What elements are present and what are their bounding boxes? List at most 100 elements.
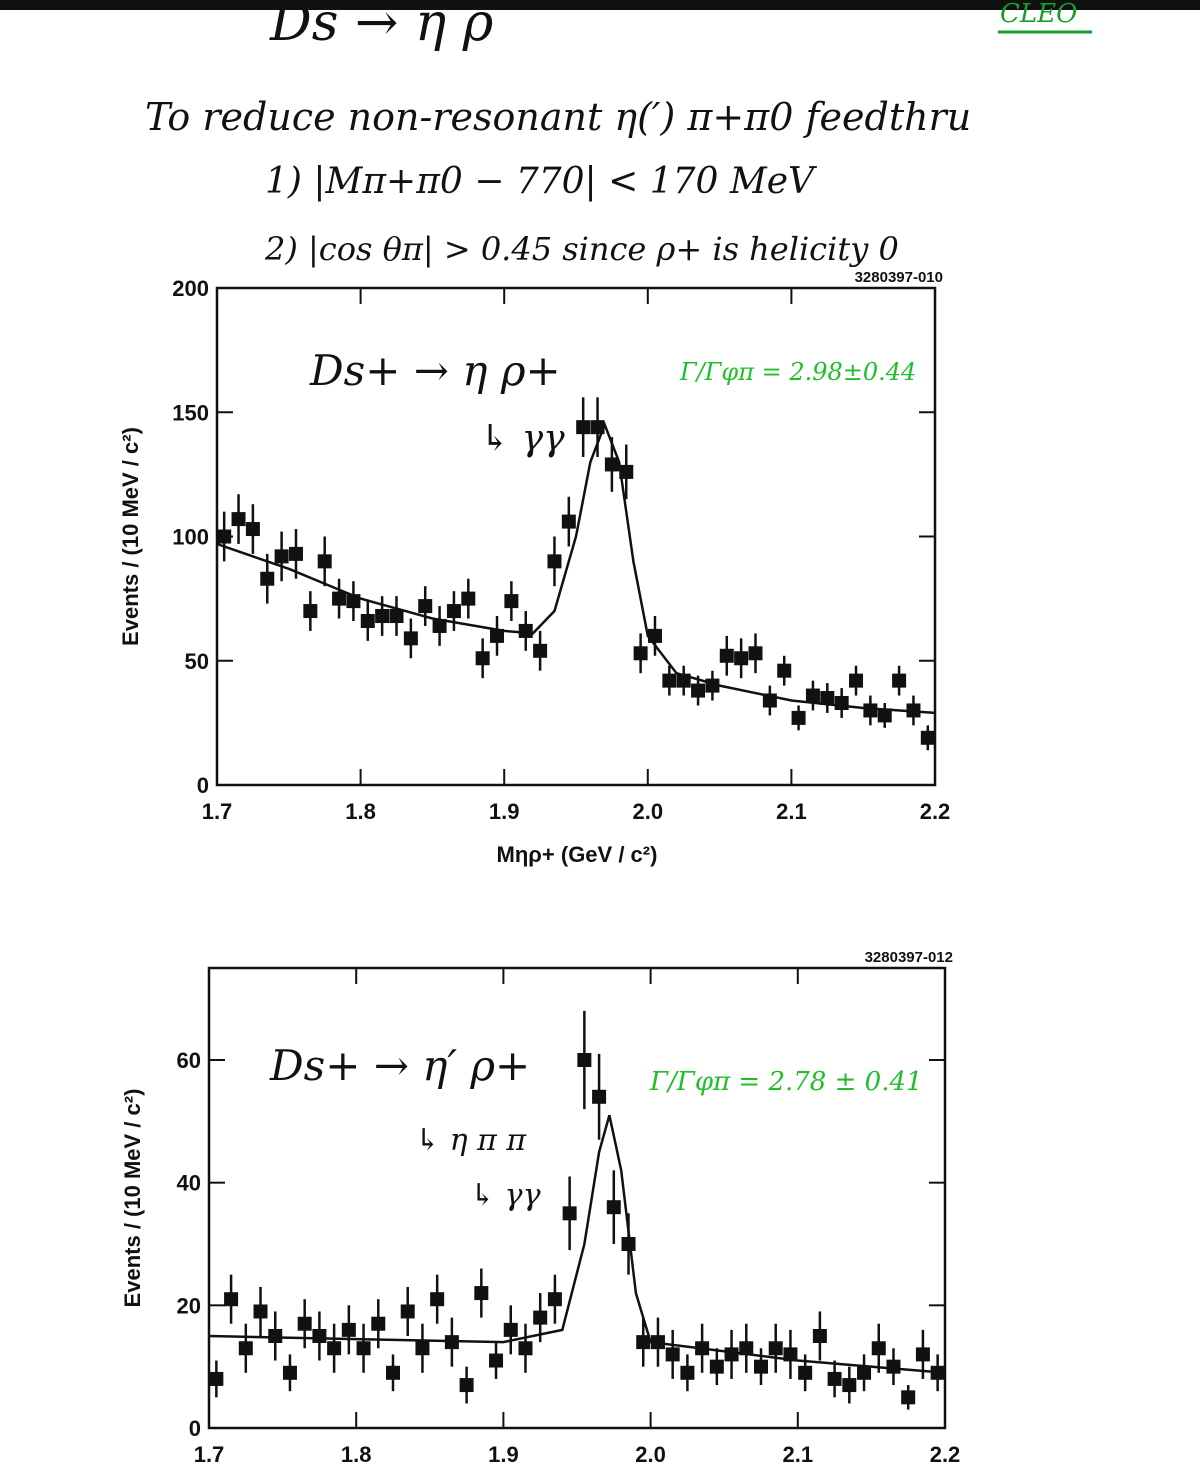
data-point bbox=[791, 710, 806, 725]
data-point bbox=[444, 1335, 459, 1350]
data-point bbox=[857, 1365, 872, 1380]
data-point bbox=[562, 1206, 577, 1221]
data-point bbox=[739, 1341, 754, 1356]
data-point bbox=[282, 1365, 297, 1380]
data-point bbox=[734, 651, 749, 666]
y-tick-label: 0 bbox=[189, 1416, 201, 1441]
data-point bbox=[834, 695, 849, 710]
data-point bbox=[260, 571, 275, 586]
x-tick-label: 1.9 bbox=[489, 799, 520, 824]
y-axis-label: Events / (10 MeV / c²) bbox=[118, 427, 143, 646]
header-line: To reduce non-resonant η(′) π+π0 feedthr… bbox=[145, 95, 971, 139]
header-line: 1) |Mπ+π0 − 770| < 170 MeV bbox=[265, 161, 818, 202]
annotation: Γ/Γφπ = 2.98±0.44 bbox=[679, 358, 916, 386]
data-point bbox=[253, 1304, 268, 1319]
data-point bbox=[389, 609, 404, 624]
x-tick-label: 2.0 bbox=[635, 1442, 666, 1467]
x-tick-label: 2.1 bbox=[783, 1442, 814, 1467]
chart-code: 3280397-010 bbox=[855, 269, 943, 286]
data-point bbox=[680, 1365, 695, 1380]
data-point bbox=[459, 1378, 474, 1393]
data-point bbox=[892, 673, 907, 688]
logo: CLEO bbox=[1000, 0, 1077, 29]
chart-code: 3280397-012 bbox=[865, 949, 953, 966]
data-point bbox=[490, 628, 505, 643]
data-point bbox=[461, 591, 476, 606]
data-point bbox=[915, 1347, 930, 1362]
data-point bbox=[719, 648, 734, 663]
y-tick-label: 40 bbox=[177, 1171, 201, 1196]
data-point bbox=[783, 1347, 798, 1362]
x-tick-label: 2.2 bbox=[930, 1442, 961, 1467]
data-point bbox=[842, 1378, 857, 1393]
data-point bbox=[705, 678, 720, 693]
annotation: ↳ γγ bbox=[470, 1178, 541, 1213]
data-point bbox=[650, 1335, 665, 1350]
y-tick-label: 150 bbox=[172, 400, 209, 425]
data-point bbox=[317, 554, 332, 569]
y-tick-label: 20 bbox=[177, 1293, 201, 1318]
data-point bbox=[906, 703, 921, 718]
y-tick-label: 200 bbox=[172, 276, 209, 301]
header-title: Ds → η ρ bbox=[269, 0, 494, 53]
data-point bbox=[748, 646, 763, 661]
data-point bbox=[592, 1089, 607, 1104]
data-point bbox=[590, 420, 605, 435]
data-point bbox=[446, 604, 461, 619]
data-point bbox=[777, 663, 792, 678]
data-point bbox=[930, 1365, 945, 1380]
data-point bbox=[849, 673, 864, 688]
data-point bbox=[245, 522, 260, 537]
data-point bbox=[920, 730, 935, 745]
data-point bbox=[886, 1359, 901, 1374]
data-point bbox=[691, 683, 706, 698]
data-point bbox=[332, 591, 347, 606]
data-point bbox=[518, 1341, 533, 1356]
annotation: Ds+ → η′ ρ+ bbox=[269, 1041, 530, 1090]
data-point bbox=[238, 1341, 253, 1356]
data-point bbox=[533, 1310, 548, 1325]
data-point bbox=[312, 1329, 327, 1343]
data-point bbox=[346, 594, 361, 609]
data-point bbox=[356, 1341, 371, 1356]
data-point bbox=[762, 693, 777, 708]
data-point bbox=[503, 1322, 518, 1337]
fit-curve bbox=[208, 1114, 946, 1375]
data-point bbox=[371, 1316, 386, 1331]
data-point bbox=[621, 1237, 636, 1251]
data-point bbox=[798, 1365, 813, 1380]
data-point bbox=[327, 1341, 342, 1356]
data-point bbox=[341, 1322, 356, 1337]
data-point bbox=[604, 457, 619, 472]
data-point bbox=[224, 1292, 239, 1307]
data-point bbox=[606, 1200, 621, 1215]
data-point bbox=[386, 1365, 400, 1380]
data-point bbox=[724, 1347, 739, 1362]
x-tick-label: 2.2 bbox=[920, 799, 951, 824]
x-tick-label: 1.7 bbox=[202, 799, 233, 824]
data-point bbox=[297, 1316, 312, 1331]
data-point bbox=[504, 594, 519, 609]
x-tick-label: 1.7 bbox=[194, 1442, 225, 1467]
annotation: Ds+ → η ρ+ bbox=[309, 346, 561, 395]
data-point bbox=[820, 691, 835, 706]
data-point bbox=[415, 1341, 430, 1356]
data-point bbox=[709, 1359, 724, 1374]
data-point bbox=[812, 1329, 827, 1343]
data-point bbox=[430, 1292, 445, 1307]
x-axis-label: Mηρ+ (GeV / c²) bbox=[497, 842, 658, 867]
data-point bbox=[274, 549, 289, 564]
annotation: Γ/Γφπ = 2.78 ± 0.41 bbox=[649, 1067, 923, 1097]
plot-frame bbox=[207, 966, 947, 1430]
x-tick-label: 1.9 bbox=[488, 1442, 519, 1467]
data-point bbox=[288, 546, 303, 561]
data-point bbox=[754, 1359, 768, 1374]
data-point bbox=[547, 1292, 562, 1307]
data-point bbox=[217, 529, 232, 544]
data-point bbox=[360, 613, 375, 628]
data-point bbox=[268, 1329, 283, 1343]
data-point bbox=[695, 1341, 710, 1356]
data-point bbox=[633, 646, 648, 661]
data-point bbox=[662, 673, 677, 688]
x-tick-label: 1.8 bbox=[341, 1442, 372, 1467]
